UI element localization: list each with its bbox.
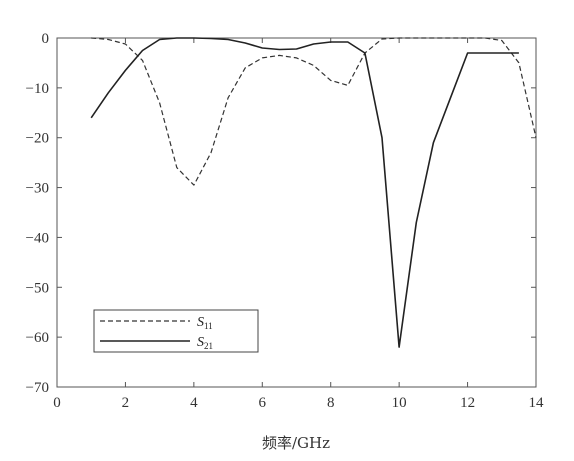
x-tick-label: 10 [392,395,407,411]
x-tick-label: 14 [529,395,545,411]
x-tick-label: 0 [53,395,61,411]
y-tick-label: −40 [26,230,49,246]
legend-label-s11: S11 [197,315,213,331]
y-tick-label: −50 [26,280,49,296]
series-line-s21 [90,37,519,348]
x-tick-label: 2 [122,395,130,411]
y-tick-label: 0 [42,31,50,47]
series-layer [90,37,537,348]
x-axis-title: 频率/GHz [262,434,330,452]
series-line-s11 [91,37,537,186]
legend-box [93,309,259,353]
x-tick-label: 4 [190,395,198,411]
x-tick-label: 12 [460,395,475,411]
legend-label-s21: S21 [197,335,213,351]
x-tick-label: 8 [327,395,335,411]
y-axis: 0 −10 −20 −30 −40 −50 −60 −70 [26,31,536,396]
y-tick-label: −60 [26,330,49,346]
y-tick-label: −30 [26,181,49,197]
x-axis: 0 2 4 6 8 10 12 14 [53,38,544,411]
y-tick-label: −10 [26,81,49,97]
y-tick-label: −70 [26,380,49,396]
plot-frame [56,37,537,388]
x-tick-label: 6 [259,395,267,411]
y-tick-label: −20 [26,131,49,147]
